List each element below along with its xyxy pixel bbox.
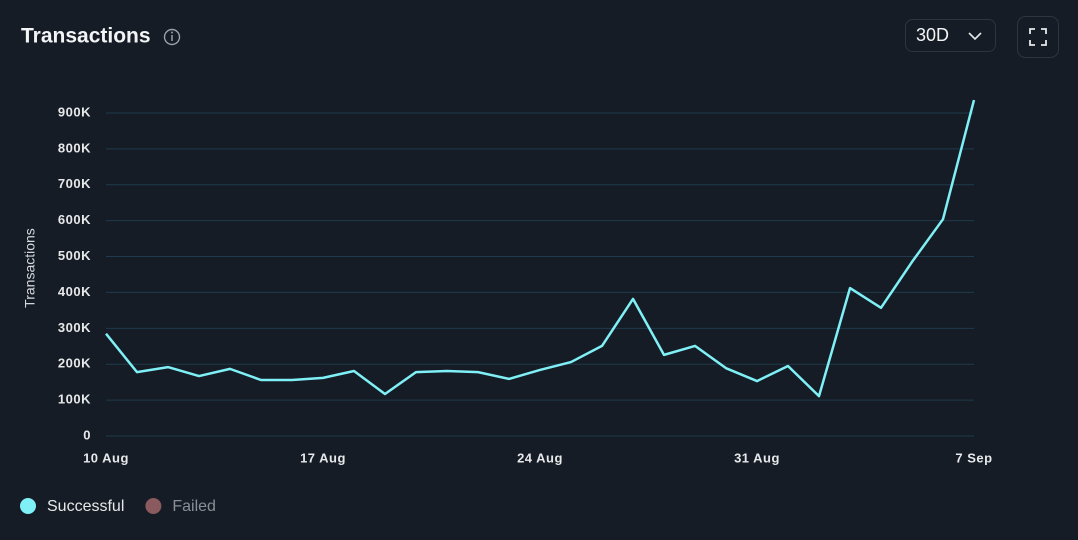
period-dropdown[interactable]: 30D xyxy=(905,19,996,52)
y-tick-label: 0 xyxy=(83,427,91,442)
x-tick-label: 24 Aug xyxy=(517,450,563,465)
y-tick-label: 100K xyxy=(58,392,91,407)
y-tick-label: 600K xyxy=(58,212,91,227)
y-axis-label: Transactions xyxy=(22,228,38,308)
y-tick-label: 300K xyxy=(58,320,91,335)
x-tick-label: 10 Aug xyxy=(83,450,129,465)
line xyxy=(105,99,976,398)
x-tick-label: 31 Aug xyxy=(734,450,780,465)
y-tick-label: 700K xyxy=(58,176,91,191)
y-tick-label: 200K xyxy=(58,356,91,371)
period-label: 30D xyxy=(916,25,949,45)
y-tick-label: 900K xyxy=(58,104,91,119)
x-tick-label: 17 Aug xyxy=(300,450,346,465)
legend-marker xyxy=(20,498,36,514)
info-icon[interactable] xyxy=(163,28,181,46)
legend-marker xyxy=(145,498,162,514)
legend-label: Successful xyxy=(47,498,124,515)
legend-label: Failed xyxy=(172,498,216,515)
x-tick-label: 7 Sep xyxy=(955,450,992,465)
y-tick-label: 500K xyxy=(58,248,91,263)
y-tick-label: 800K xyxy=(58,140,91,155)
chart-title: Transactions xyxy=(21,25,151,48)
y-tick-label: 400K xyxy=(58,284,91,299)
fullscreen-button[interactable] xyxy=(1017,16,1059,58)
